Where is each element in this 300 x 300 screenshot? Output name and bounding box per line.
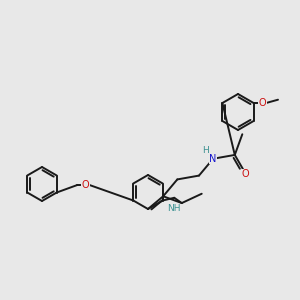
Text: NH: NH	[167, 204, 181, 213]
Text: O: O	[82, 180, 89, 190]
Text: O: O	[241, 169, 249, 179]
Text: O: O	[259, 98, 266, 108]
Text: H: H	[202, 146, 208, 155]
Text: N: N	[209, 154, 217, 164]
